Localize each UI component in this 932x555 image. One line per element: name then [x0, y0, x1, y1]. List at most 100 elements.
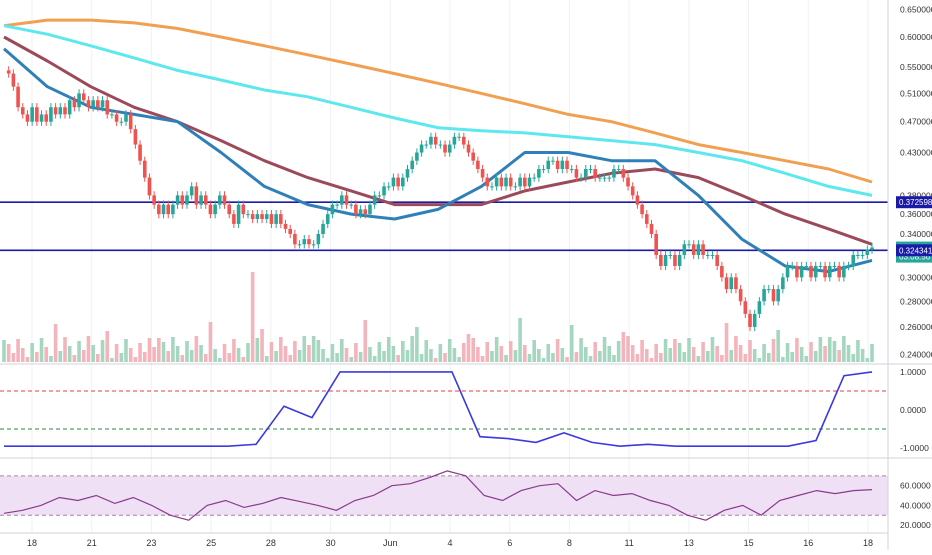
candle-body[interactable]	[283, 223, 288, 229]
candle-body[interactable]	[842, 265, 846, 278]
candle-body[interactable]	[626, 177, 630, 187]
candle-body[interactable]	[776, 289, 780, 302]
candle-body[interactable]	[25, 114, 30, 122]
candle-body[interactable]	[630, 186, 635, 196]
candle-body[interactable]	[771, 289, 776, 302]
candle-body[interactable]	[114, 114, 119, 122]
candle-body[interactable]	[832, 265, 837, 267]
candle-body[interactable]	[785, 265, 790, 278]
candle-body[interactable]	[401, 177, 405, 187]
candle-body[interactable]	[823, 265, 827, 278]
candle-body[interactable]	[96, 100, 100, 108]
candle-body[interactable]	[860, 254, 865, 256]
candle-body[interactable]	[20, 107, 25, 115]
moving-average-line[interactable]	[3, 24, 873, 197]
candle-body[interactable]	[673, 254, 677, 266]
candle-body[interactable]	[58, 107, 63, 115]
candle-body[interactable]	[372, 195, 377, 205]
candle-body[interactable]	[119, 121, 124, 123]
candle-body[interactable]	[203, 195, 208, 205]
candle-body[interactable]	[795, 265, 799, 278]
candle-body[interactable]	[870, 247, 874, 250]
candle-body[interactable]	[321, 223, 325, 234]
candle-body[interactable]	[579, 177, 583, 179]
candle-body[interactable]	[63, 107, 67, 115]
candle-body[interactable]	[49, 107, 53, 122]
candle-body[interactable]	[396, 177, 400, 187]
candle-body[interactable]	[110, 114, 114, 116]
candle-body[interactable]	[241, 204, 246, 215]
candle-body[interactable]	[846, 265, 851, 267]
candle-body[interactable]	[330, 204, 335, 215]
candle-body[interactable]	[157, 204, 161, 215]
candle-body[interactable]	[508, 177, 513, 187]
candle-body[interactable]	[194, 186, 199, 205]
candle-body[interactable]	[232, 214, 236, 224]
candle-body[interactable]	[813, 265, 818, 278]
candle-body[interactable]	[213, 204, 217, 215]
candle-body[interactable]	[462, 136, 466, 145]
candle-body[interactable]	[236, 204, 241, 224]
price-label-box[interactable]	[896, 196, 932, 209]
candle-body[interactable]	[363, 209, 368, 215]
candle-body[interactable]	[649, 223, 654, 234]
candle-body[interactable]	[269, 214, 274, 224]
moving-average-line[interactable]	[3, 35, 873, 246]
candle-body[interactable]	[199, 195, 203, 205]
candle-body[interactable]	[307, 239, 311, 245]
candle-body[interactable]	[574, 169, 579, 178]
candle-body[interactable]	[701, 244, 705, 255]
candle-body[interactable]	[809, 265, 813, 278]
candle-body[interactable]	[710, 254, 715, 256]
candle-body[interactable]	[621, 169, 626, 178]
candle-body[interactable]	[35, 107, 39, 122]
candle-body[interactable]	[523, 177, 527, 187]
candle-body[interactable]	[405, 169, 410, 178]
candle-body[interactable]	[457, 136, 461, 138]
candle-body[interactable]	[476, 160, 480, 170]
candle-body[interactable]	[640, 204, 644, 215]
candle-body[interactable]	[466, 144, 471, 153]
candle-body[interactable]	[443, 144, 447, 153]
candle-body[interactable]	[185, 195, 189, 205]
candle-body[interactable]	[471, 152, 475, 161]
candle-body[interactable]	[222, 195, 227, 205]
candle-body[interactable]	[865, 249, 870, 255]
candle-body[interactable]	[762, 289, 766, 302]
candle-body[interactable]	[583, 169, 588, 178]
candle-body[interactable]	[677, 254, 682, 266]
candle-body[interactable]	[16, 86, 20, 108]
candle-body[interactable]	[518, 177, 522, 187]
candle-body[interactable]	[668, 254, 673, 256]
candle-body[interactable]	[246, 214, 250, 216]
candle-body[interactable]	[560, 160, 565, 170]
candle-body[interactable]	[105, 100, 110, 115]
moving-average-line[interactable]	[3, 18, 873, 184]
oscillator-line[interactable]	[4, 371, 873, 448]
candle-body[interactable]	[654, 233, 658, 255]
candle-body[interactable]	[274, 214, 278, 224]
candle-body[interactable]	[551, 160, 555, 162]
candle-body[interactable]	[81, 93, 86, 101]
candle-body[interactable]	[227, 204, 232, 215]
candle-body[interactable]	[316, 233, 321, 245]
candle-body[interactable]	[255, 214, 260, 219]
candle-body[interactable]	[504, 177, 508, 187]
candle-body[interactable]	[691, 244, 696, 255]
candle-body[interactable]	[724, 277, 729, 290]
candle-body[interactable]	[349, 204, 353, 206]
candle-body[interactable]	[189, 186, 194, 196]
candle-body[interactable]	[293, 233, 297, 245]
candle-body[interactable]	[44, 114, 49, 122]
candle-body[interactable]	[91, 100, 95, 108]
candle-body[interactable]	[368, 204, 372, 215]
candle-body[interactable]	[124, 114, 128, 122]
candle-body[interactable]	[452, 136, 457, 145]
candle-body[interactable]	[53, 107, 58, 115]
candle-body[interactable]	[790, 265, 795, 267]
candle-body[interactable]	[6, 70, 11, 74]
candle-body[interactable]	[358, 209, 363, 215]
candle-body[interactable]	[598, 177, 602, 179]
